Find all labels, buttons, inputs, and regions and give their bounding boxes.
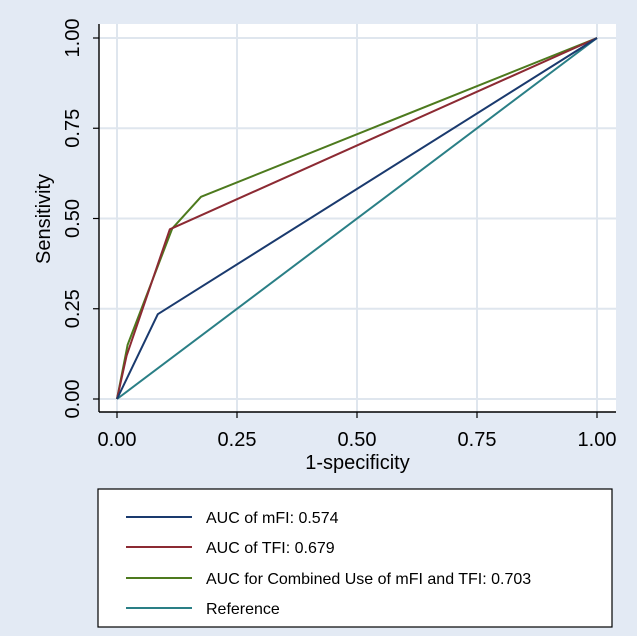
legend-box xyxy=(97,488,613,628)
legend-label: AUC of mFI: 0.574 xyxy=(206,510,339,527)
series xyxy=(116,37,598,400)
y-axis-title: Sensitivity xyxy=(33,174,55,264)
x-tick-label: 0.25 xyxy=(218,429,257,451)
y-tick-label: 0.75 xyxy=(62,109,84,148)
legend-label: AUC for Combined Use of mFI and TFI: 0.7… xyxy=(206,571,531,588)
x-axis-title: 1-specificity xyxy=(305,452,409,474)
series-line-0 xyxy=(116,37,598,400)
y-tick-label: 0.00 xyxy=(62,380,84,419)
series-line-3 xyxy=(116,37,598,400)
legend-label: AUC of TFI: 0.679 xyxy=(206,540,335,557)
legend: AUC of mFI: 0.574 AUC of TFI: 0.679 AUC fo… xyxy=(126,510,531,618)
x-tick-label: 0.00 xyxy=(98,429,137,451)
series-line-1 xyxy=(116,37,598,400)
legend-label: Reference xyxy=(206,601,280,618)
x-tick-label: 0.50 xyxy=(338,429,377,451)
y-tick-label: 1.00 xyxy=(62,19,84,58)
ticks: 0.00 0.25 0.50 0.75 1.00 0.00 0.25 0.50 0.75 1.00 xyxy=(62,19,616,451)
x-tick-label: 0.75 xyxy=(458,429,497,451)
y-tick-label: 0.25 xyxy=(62,289,84,328)
y-tick-label: 0.50 xyxy=(62,199,84,238)
x-tick-label: 1.00 xyxy=(578,429,617,451)
